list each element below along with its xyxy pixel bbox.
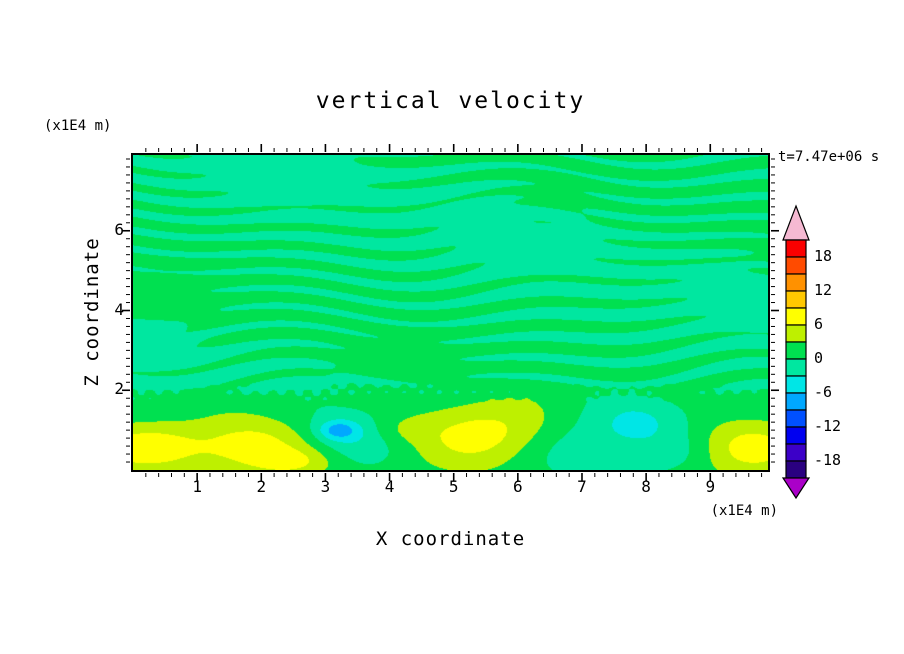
colorbar-band bbox=[785, 239, 807, 258]
x-tick-label: 3 bbox=[320, 477, 331, 496]
colorbar-tick-label: 0 bbox=[814, 349, 824, 367]
timestamp-label: t=7.47e+06 s bbox=[778, 149, 880, 165]
colorbar-band bbox=[785, 324, 807, 343]
colorbar-band bbox=[785, 273, 807, 292]
x-axis-units-label: (x1E4 m) bbox=[710, 503, 778, 519]
x-tick-label: 7 bbox=[577, 477, 587, 496]
x-tick-label: 5 bbox=[448, 477, 459, 496]
colorbar-band bbox=[785, 358, 807, 377]
colorbar-tick-label: 18 bbox=[814, 247, 833, 265]
z-axis-units-label: (x1E4 m) bbox=[44, 118, 112, 134]
x-tick-label: 2 bbox=[256, 477, 267, 496]
colorbar-band bbox=[785, 256, 807, 275]
colorbar bbox=[781, 204, 811, 500]
x-tick-label: 8 bbox=[641, 477, 651, 496]
z-tick-label: 2 bbox=[114, 379, 124, 399]
colorbar-under-arrow bbox=[781, 477, 811, 500]
x-tick-label: 4 bbox=[384, 477, 395, 496]
x-tick-label: 9 bbox=[705, 477, 716, 496]
colorbar-band bbox=[785, 409, 807, 428]
colorbar-band bbox=[785, 375, 807, 394]
plot-title: vertical velocity bbox=[315, 88, 586, 114]
z-tick-label: 4 bbox=[114, 299, 124, 319]
colorbar-tick-label: -12 bbox=[814, 417, 842, 435]
colorbar-tick-label: -6 bbox=[814, 383, 833, 401]
colorbar-band bbox=[785, 341, 807, 360]
colorbar-tick-label: 6 bbox=[814, 315, 824, 333]
plot-frame bbox=[131, 153, 770, 472]
contour-field-canvas bbox=[133, 155, 768, 470]
colorbar-band bbox=[785, 290, 807, 309]
z-tick-label: 6 bbox=[114, 219, 124, 239]
colorbar-band bbox=[785, 426, 807, 445]
colorbar-tick-label: 12 bbox=[814, 281, 833, 299]
colorbar-band bbox=[785, 307, 807, 326]
colorbar-band bbox=[785, 460, 807, 479]
colorbar-band bbox=[785, 443, 807, 462]
x-axis-title: X coordinate bbox=[375, 528, 526, 550]
colorbar-tick-label: -18 bbox=[814, 451, 842, 469]
x-tick-label: 1 bbox=[192, 477, 202, 496]
colorbar-band bbox=[785, 392, 807, 411]
colorbar-over-arrow bbox=[782, 204, 810, 241]
x-tick-label: 6 bbox=[513, 477, 523, 496]
